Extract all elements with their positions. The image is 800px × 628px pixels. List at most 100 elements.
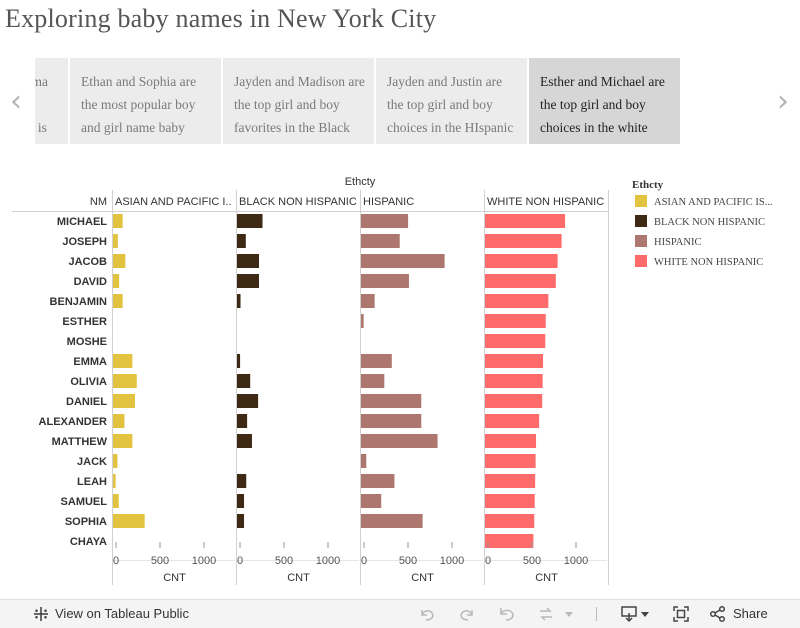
legend-item-hispanic[interactable]: HISPANIC: [632, 235, 800, 255]
story-point-1[interactable]: Sophie, Olivia, Emma are popular across …: [35, 58, 68, 144]
legend-item-white[interactable]: WHITE NON HISPANIC: [632, 255, 800, 275]
bar: [237, 514, 245, 528]
bar: [113, 234, 118, 248]
bar: [485, 334, 546, 348]
bar: [485, 354, 544, 368]
bar: [485, 254, 558, 268]
bar: [361, 294, 375, 308]
chevron-left-icon[interactable]: ‹: [10, 84, 22, 119]
pane-header-0: ASIAN AND PACIFIC I..: [115, 196, 232, 208]
bar: [361, 254, 445, 268]
legend: Ethcty ASIAN AND PACIFIC IS... BLACK NON…: [632, 179, 800, 275]
legend-title: Ethcty: [632, 179, 664, 191]
bar: [237, 414, 248, 428]
chevron-right-icon[interactable]: ›: [777, 84, 789, 119]
bar: [485, 374, 543, 388]
tick-label: 1000: [440, 555, 464, 567]
tick-label: 0: [485, 555, 491, 567]
row-label: ESTHER: [62, 316, 107, 328]
bar: [361, 514, 423, 528]
bar: [485, 394, 543, 408]
download-icon[interactable]: [620, 605, 652, 623]
bar: [113, 274, 120, 288]
story-point-4[interactable]: Jayden and Justin are the top girl and b…: [376, 58, 527, 144]
legend-swatch-asian: [635, 195, 647, 207]
row-label: JOSEPH: [62, 236, 107, 248]
story-point-2[interactable]: Ethan and Sophia are the most popular bo…: [70, 58, 221, 144]
pane-header-2: HISPANIC: [363, 196, 414, 208]
tick-label: 1000: [564, 555, 588, 567]
legend-label-white: WHITE NON HISPANIC: [654, 257, 764, 268]
bar: [113, 494, 119, 508]
story-point-3[interactable]: Jayden and Madison are the top girl and …: [223, 58, 374, 144]
row-label: MOSHE: [67, 336, 107, 348]
tick-label: 500: [151, 555, 169, 567]
bar: [237, 354, 241, 368]
bar: [485, 234, 562, 248]
view-on-tableau-label: View on Tableau Public: [55, 606, 189, 621]
tick-label: 0: [237, 555, 243, 567]
bar: [237, 294, 241, 308]
bar: [113, 294, 123, 308]
bar: [113, 374, 137, 388]
bar: [113, 474, 116, 488]
bar: [361, 494, 382, 508]
story-point-5[interactable]: Esther and Michael are the top girl and …: [529, 58, 680, 144]
bar: [361, 454, 367, 468]
share-label: Share: [733, 606, 768, 621]
bar: [113, 514, 145, 528]
axis-label: CNT: [411, 572, 434, 584]
row-label: MATTHEW: [52, 436, 108, 448]
page-title: Exploring baby names in New York City: [5, 4, 437, 33]
bar: [113, 394, 135, 408]
row-label: DANIEL: [66, 396, 107, 408]
bar: [485, 414, 540, 428]
pane-header-3: WHITE NON HISPANIC: [487, 196, 604, 208]
bar: [485, 514, 535, 528]
bar: [237, 394, 259, 408]
bar: [237, 234, 246, 248]
row-label: SAMUEL: [61, 496, 108, 508]
bar: [361, 314, 364, 328]
footer-separator: [596, 607, 597, 621]
row-label: SOPHIA: [65, 516, 107, 528]
legend-item-asian[interactable]: ASIAN AND PACIFIC IS...: [632, 195, 800, 215]
row-label: ALEXANDER: [39, 416, 108, 428]
row-label: BENJAMIN: [50, 296, 108, 308]
bar: [113, 214, 123, 228]
redo-icon[interactable]: [458, 605, 476, 623]
story-points-viewport: Sophie, Olivia, Emma are popular across …: [35, 58, 766, 144]
row-header: NM: [90, 196, 107, 208]
legend-swatch-hispanic: [635, 235, 647, 247]
undo-icon[interactable]: [418, 605, 436, 623]
row-label: JACK: [77, 456, 107, 468]
bar: [361, 234, 400, 248]
legend-label-hispanic: HISPANIC: [654, 237, 702, 248]
refresh-icon[interactable]: [536, 605, 576, 623]
tick-label: 500: [275, 555, 293, 567]
bar: [361, 394, 422, 408]
bar: [113, 414, 125, 428]
bar: [113, 354, 133, 368]
row-label: EMMA: [73, 356, 107, 368]
story-navigator: ‹ Sophie, Olivia, Emma are popular acros…: [0, 58, 800, 146]
bar: [237, 254, 259, 268]
bar: [485, 494, 535, 508]
bar: [113, 254, 126, 268]
row-label: CHAYA: [70, 536, 107, 548]
bar: [237, 434, 252, 448]
legend-swatch-white: [635, 255, 647, 267]
legend-swatch-black: [635, 215, 647, 227]
tick-label: 1000: [316, 555, 340, 567]
tick-label: 500: [399, 555, 417, 567]
legend-item-black[interactable]: BLACK NON HISPANIC: [632, 215, 800, 235]
row-label: DAVID: [74, 276, 107, 288]
fullscreen-icon[interactable]: [672, 605, 690, 623]
bar: [361, 354, 392, 368]
column-header: Ethcty: [345, 176, 376, 188]
tick-label: 0: [361, 555, 367, 567]
bar-chart: Ethcty NM ASIAN AND PACIFIC I.. BLACK NON H…: [12, 176, 609, 585]
pane-header-1: BLACK NON HISPANIC: [239, 196, 357, 208]
bar: [485, 314, 546, 328]
revert-icon[interactable]: [498, 605, 516, 623]
